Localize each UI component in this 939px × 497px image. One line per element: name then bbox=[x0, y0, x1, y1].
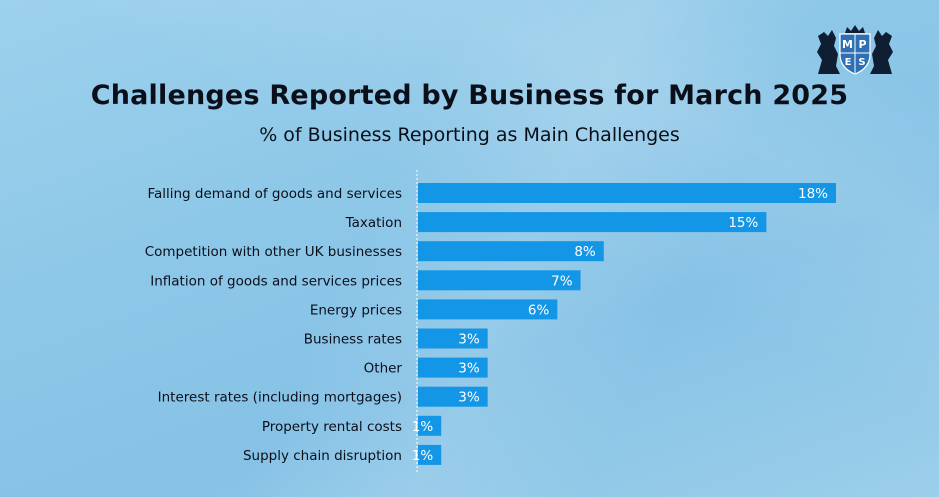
category-label: Property rental costs bbox=[262, 419, 402, 435]
value-label: 1% bbox=[412, 448, 434, 464]
left-lion-icon bbox=[817, 30, 840, 74]
logo-letter-m: M bbox=[842, 38, 853, 51]
category-label: Supply chain disruption bbox=[243, 448, 402, 464]
value-label: 3% bbox=[458, 361, 480, 377]
bar bbox=[418, 328, 488, 349]
value-label: 15% bbox=[728, 215, 758, 231]
mpes-logo: M P E S bbox=[817, 25, 893, 75]
logo-letter-p: P bbox=[858, 38, 866, 51]
bar bbox=[418, 386, 488, 407]
bar bbox=[418, 357, 488, 378]
bar bbox=[418, 415, 442, 436]
chart-subtitle: % of Business Reporting as Main Challeng… bbox=[259, 124, 680, 146]
category-label: Interest rates (including mortgages) bbox=[158, 390, 402, 406]
bar bbox=[418, 270, 581, 291]
value-label: 1% bbox=[412, 419, 434, 435]
category-label: Falling demand of goods and services bbox=[147, 186, 402, 202]
value-label: 6% bbox=[528, 302, 550, 318]
bar bbox=[418, 444, 442, 465]
bar bbox=[418, 212, 767, 233]
value-label: 3% bbox=[458, 390, 480, 406]
category-label: Business rates bbox=[304, 332, 402, 348]
bar bbox=[418, 299, 558, 320]
category-label: Taxation bbox=[345, 215, 402, 231]
value-label: 7% bbox=[551, 273, 573, 289]
bar bbox=[418, 183, 836, 203]
value-label: 18% bbox=[798, 186, 828, 202]
right-lion-icon bbox=[870, 30, 893, 74]
value-label: 3% bbox=[458, 332, 480, 348]
logo-letter-s: S bbox=[858, 57, 865, 68]
logo-letter-e: E bbox=[845, 57, 852, 68]
category-label: Inflation of goods and services prices bbox=[150, 273, 402, 289]
bar bbox=[418, 241, 604, 262]
chart-title: Challenges Reported by Business for Marc… bbox=[90, 80, 849, 111]
category-label: Energy prices bbox=[310, 302, 402, 318]
category-label: Competition with other UK businesses bbox=[145, 244, 402, 260]
category-label: Other bbox=[364, 361, 403, 377]
value-label: 8% bbox=[574, 244, 596, 260]
crown-icon bbox=[845, 25, 865, 33]
